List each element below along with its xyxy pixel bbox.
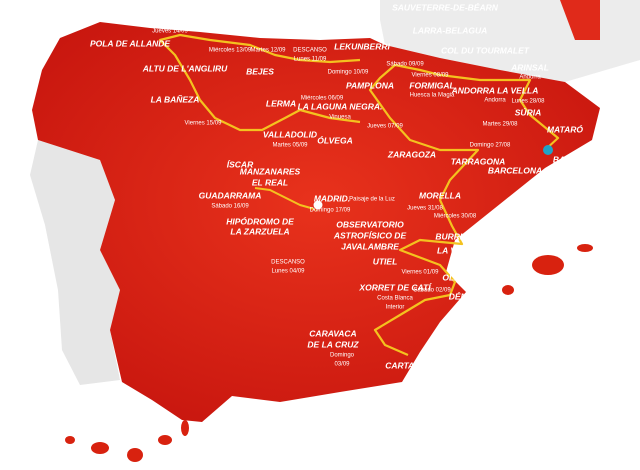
date-label: Miércoles 30/08 <box>434 214 477 220</box>
place-label: ANDORRA LA VELLA <box>451 85 539 95</box>
date-label: DESCANSO <box>293 48 327 54</box>
place-label: POLA DE ALLANDE <box>90 38 170 48</box>
place-label: LERMA <box>266 98 296 108</box>
date-label: Lunes 11/09 <box>294 57 327 63</box>
date-label: Domingo <box>330 353 355 359</box>
place-label: UTIEL <box>373 256 398 266</box>
place-label: XORRET DE CATÍ <box>358 282 432 292</box>
place-label: GUADARRAMA <box>199 190 262 200</box>
place-label: SAUVETERRE-DE-BÉARN <box>392 2 499 12</box>
spain <box>32 22 600 422</box>
place-label: JAVALAMBRE <box>341 241 399 251</box>
place-label: LA LAGUNA NEGRA. <box>298 101 383 111</box>
place-label: OBSERVATORIO <box>336 219 404 229</box>
route <box>368 63 560 357</box>
place-label: MADRID. <box>314 193 350 203</box>
date-label: Miércoles 13/09 <box>209 48 252 54</box>
place-label: ASTROFÍSICO DE <box>333 230 407 240</box>
date-label: Jueves 31/08 <box>407 206 443 212</box>
place-label: LA BAÑEZA <box>151 94 200 104</box>
date-label: Sábado 09/09 <box>386 62 424 68</box>
place-label: CARTAGENA <box>385 360 439 370</box>
date-label: Viernes 15/09 <box>185 121 223 127</box>
date-label: Domingo 27/08 <box>470 143 511 149</box>
date-label: Martes 29/08 <box>482 122 518 128</box>
place-label: ZARAGOZA <box>387 149 436 159</box>
place-label: BURRIANA <box>435 231 480 241</box>
place-label: RIBADESELLA / <box>200 9 266 19</box>
place-label: PAMPLONA <box>346 80 394 90</box>
place-label: OLIVA <box>442 272 467 282</box>
place-label: LA CRUZ <box>162 2 200 12</box>
place-label: VALLADOLID <box>263 129 317 139</box>
place-label: MATARÓ <box>547 123 583 134</box>
place-label: LARRA-BELAGUA <box>413 25 488 35</box>
date-label: Sábado 16/09 <box>211 204 249 210</box>
place-label: BEJES <box>246 66 274 76</box>
date-label: Costa Blanca <box>377 296 413 302</box>
place-label: TARRAGONA <box>451 156 506 166</box>
place-label: BARCELONA <box>488 165 542 175</box>
date-label: Jueves 14/09 <box>152 29 188 35</box>
france-stripe <box>560 0 600 40</box>
place-label: ÓLVEGA <box>317 134 352 145</box>
date-label: Sábado 26/08 <box>546 169 584 175</box>
portugal <box>30 140 120 385</box>
route <box>254 187 319 211</box>
place-label: HIPÓDROMO DE <box>226 215 294 226</box>
menorca <box>577 244 593 252</box>
place-label: ALTU DE L'ANGLIRU <box>142 63 228 73</box>
date-label: 03/09 <box>334 362 350 368</box>
place-label: DÉNIA <box>449 291 475 301</box>
finish-marker <box>312 199 324 211</box>
place-label: LA VALL D'UIXÓ <box>437 244 503 255</box>
date-label: Domingo 17/09 <box>310 208 351 214</box>
place-label: SÚRIA <box>515 106 541 117</box>
route <box>158 33 361 132</box>
place-label: BARCELONA <box>553 154 607 164</box>
place-label: MORELLA <box>419 190 461 200</box>
place-label: COL DU TOURMALET <box>441 45 530 55</box>
place-label: DE LA CRUZ <box>307 339 359 349</box>
date-label: Lunes 28/08 <box>511 99 545 105</box>
place-label: RIBESEYA <box>219 20 262 30</box>
place-label: DE LINARES <box>154 13 206 23</box>
date-label: Lunes 04/09 <box>271 269 305 275</box>
date-label: Andorra <box>484 98 506 104</box>
date-label: Martes 05/09 <box>272 143 308 149</box>
start-marker <box>543 145 553 155</box>
mallorca <box>532 255 564 275</box>
place-label: LIENCRES PLAYA <box>282 16 355 26</box>
date-label: Interior <box>386 305 405 311</box>
date-label: Martes 12/09 <box>250 48 286 54</box>
place-label: EL REAL <box>252 177 288 187</box>
ibiza <box>502 285 514 295</box>
place-label: LEKUNBERRI <box>334 41 390 51</box>
date-label: Jueves 07/09 <box>367 124 403 130</box>
date-label: Sábado 02/09 <box>413 288 451 294</box>
date-label: Domingo 10/09 <box>328 70 369 76</box>
place-label: ARINSAL <box>510 62 549 72</box>
date-label: Miércoles 06/09 <box>301 96 344 102</box>
canary-islands <box>65 420 189 462</box>
place-label: LA ZARZUELA <box>230 226 289 236</box>
date-label: Huesca la Magia <box>410 93 455 99</box>
place-label: ÍSCAR <box>227 159 254 169</box>
date-label: DESCANSO <box>271 260 305 266</box>
place-label: CARAVACA <box>309 328 356 338</box>
place-label: MANZANARES <box>240 166 301 176</box>
place-label: FORMIGAL <box>409 80 454 90</box>
date-label: Vinuesa <box>329 115 351 121</box>
date-label: Paisaje de la Luz <box>349 197 395 203</box>
date-label: Viernes 01/09 <box>402 270 440 276</box>
date-label: Andorra <box>519 75 541 81</box>
date-label: Viernes 08/09 <box>412 73 450 79</box>
